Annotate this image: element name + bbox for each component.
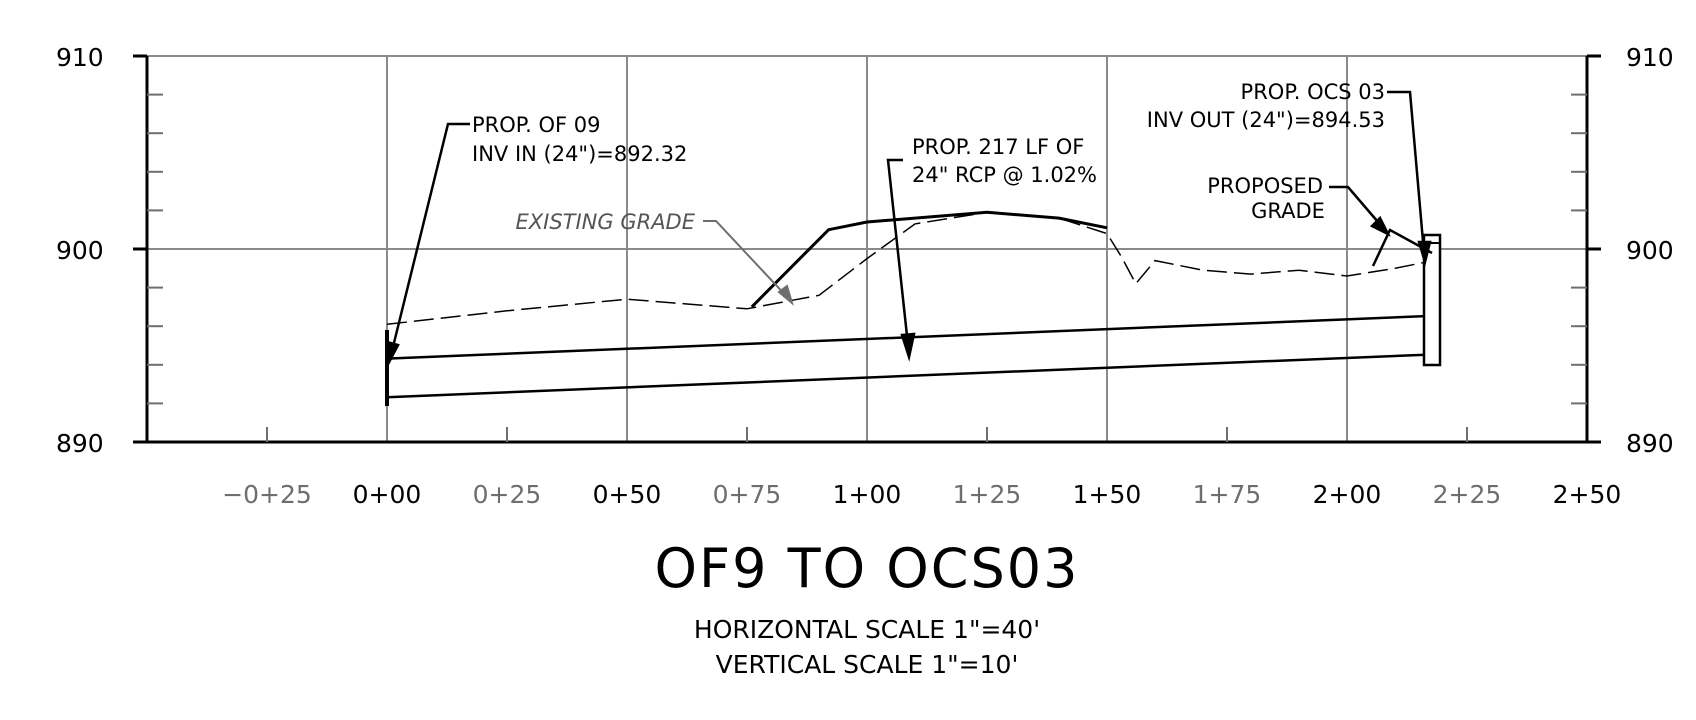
title-block: OF9 TO OCS03 HORIZONTAL SCALE 1"=40' VER… [655,537,1080,679]
left-label-910: 910 [56,43,104,72]
pipe-label-line2: 24" RCP @ 1.02% [912,163,1097,187]
proposed-grade-leader [1329,185,1385,230]
proposed-grade-label-line2: GRADE [1251,199,1325,223]
of09-leader-arrow [385,340,400,367]
vertical-scale: VERTICAL SCALE 1"=10' [716,650,1019,679]
horizontal-scale: HORIZONTAL SCALE 1"=40' [694,615,1040,644]
station-ticks [266,427,1468,442]
right-label-900: 900 [1626,236,1674,265]
ocs03-label-line2: INV OUT (24")=894.53 [1147,108,1385,132]
station-label-0+50: 0+50 [593,480,662,509]
station-label-1+25: 1+25 [953,480,1022,509]
ocs03-structure [1422,233,1442,367]
pipe-invert-line [386,353,1429,399]
station-label-2+00: 2+00 [1313,480,1382,509]
proposed-grade-tie [1371,228,1433,267]
station-label-1+50: 1+50 [1073,480,1142,509]
proposed-grade-line [750,210,1108,308]
existing-grade-label: EXISTING GRADE [515,210,695,234]
of09-leader [389,122,470,356]
station-label-m0+25: −0+25 [222,480,312,509]
right-elevation-labels: 910 900 890 [1626,43,1674,458]
right-label-890: 890 [1626,429,1674,458]
proposed-grade-leader-arrow [1369,215,1391,237]
left-label-890: 890 [56,429,104,458]
station-label-0+00: 0+00 [353,480,422,509]
station-label-0+75: 0+75 [713,480,782,509]
of09-label-line2: INV IN (24")=892.32 [472,142,687,166]
annotations: PROP. OF 09 INV IN (24")=892.32 PROP. 21… [472,80,1385,234]
left-label-900: 900 [56,236,104,265]
pipe-label-line1: PROP. 217 LF OF [912,135,1084,159]
existing-grade-leader-group [703,220,794,306]
of09-structure [385,330,389,406]
ocs03-label-line1: PROP. OCS 03 [1241,80,1385,104]
minor-ticks [147,93,1587,405]
grid [147,55,1587,442]
axes-frame [133,54,1601,444]
pipe-leader-arrow [900,332,916,362]
station-label-1+00: 1+00 [833,480,902,509]
of09-label-line1: PROP. OF 09 [472,113,601,137]
left-elevation-labels: 910 900 890 [56,43,104,458]
leaders [385,90,1433,367]
existing-grade-leader [703,220,791,301]
station-labels: −0+25 0+00 0+25 0+50 0+75 1+00 1+25 1+50… [222,480,1621,509]
station-label-0+25: 0+25 [473,480,542,509]
station-label-1+75: 1+75 [1193,480,1262,509]
drawing-title: OF9 TO OCS03 [655,537,1080,600]
pipe-leader [886,158,910,346]
existing-grade-line [386,211,1434,326]
proposed-grade-label-line1: PROPOSED [1207,174,1323,198]
station-label-2+25: 2+25 [1433,480,1502,509]
right-label-910: 910 [1626,43,1674,72]
existing-grade-leader-arrow [777,284,794,306]
station-label-2+50: 2+50 [1553,480,1622,509]
ocs03-leader [1387,90,1426,254]
